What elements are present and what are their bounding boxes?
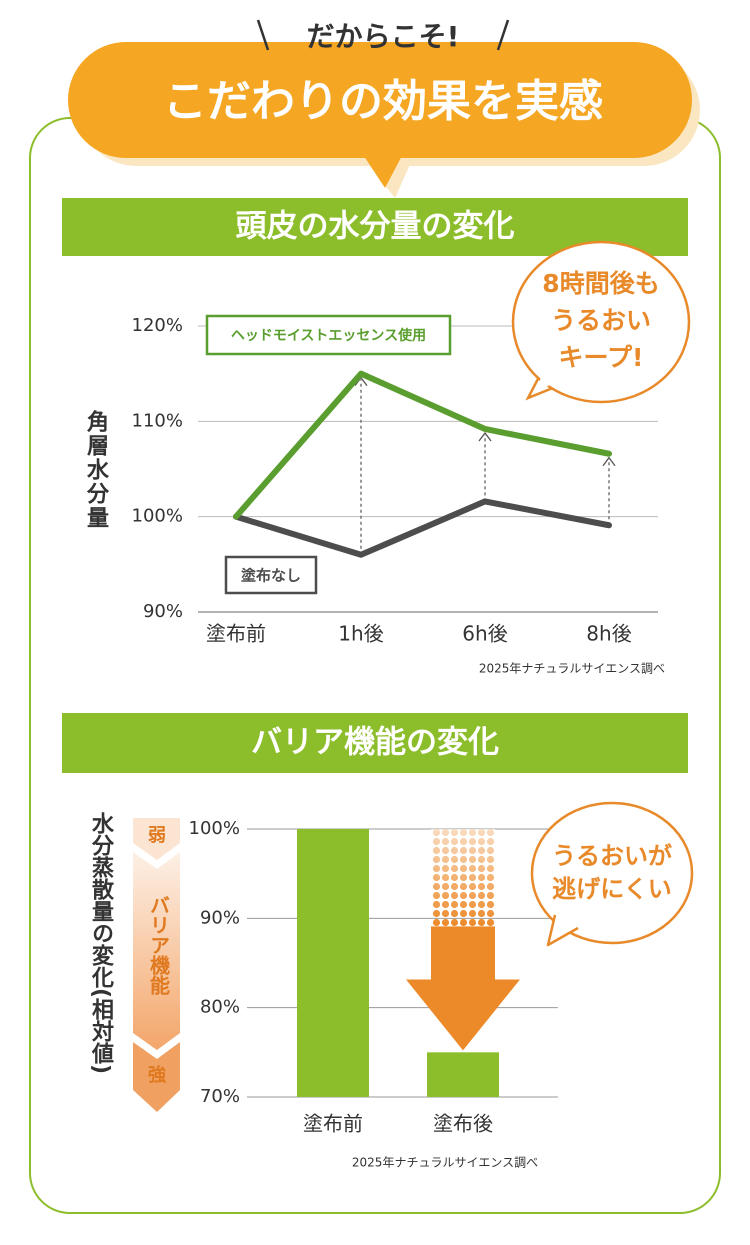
legend-box xyxy=(205,314,452,356)
dashed-arrow-head xyxy=(602,456,616,467)
dashed-arrow-head xyxy=(478,431,492,442)
chart-title: バリア機能の変化 xyxy=(251,725,499,761)
side-scale-label: 弱 xyxy=(148,825,166,846)
legend-label: 塗布なし xyxy=(241,567,301,585)
legend-label: ヘッドモイストエッセンス使用 xyxy=(231,327,426,344)
x-tick-label: 1h後 xyxy=(338,622,383,646)
headline: こだわりの効果を実感 xyxy=(163,76,603,127)
series-line xyxy=(233,498,612,558)
bar xyxy=(297,829,369,1097)
side-arrow xyxy=(133,852,180,1050)
y-axis-label: 角層水分量 xyxy=(83,409,110,530)
callout-tail-cover xyxy=(535,368,565,392)
series-line xyxy=(233,370,612,520)
kicker: だからこそ! xyxy=(307,20,460,53)
side-arrow xyxy=(133,1042,180,1112)
legend-box xyxy=(224,555,318,595)
drop-arrow xyxy=(431,926,495,981)
callout-tail-cover xyxy=(553,908,582,937)
dot-fade-overlay xyxy=(431,829,495,927)
x-tick-label: 塗布前 xyxy=(303,1112,363,1136)
y-tick-label: 100% xyxy=(189,818,240,839)
callout-text: うるおい xyxy=(551,306,651,335)
x-tick-label: 8h後 xyxy=(586,622,631,646)
callout-bubble xyxy=(511,240,691,404)
source: 2025年ナチュラルサイエンス調べ xyxy=(352,1156,538,1170)
y-axis-label: 水分蒸散量の変化(相対値) xyxy=(88,812,115,1074)
banner xyxy=(68,19,700,198)
y-tick-label: 110% xyxy=(132,410,183,431)
callout-text: うるおいが xyxy=(552,842,672,870)
chart-title: 頭皮の水分量の変化 xyxy=(236,209,515,245)
side-scale-label: バリア機能 xyxy=(147,895,171,995)
callout-text: 逃げにくい xyxy=(552,875,672,903)
y-tick-label: 90% xyxy=(200,907,240,928)
y-tick-label: 100% xyxy=(132,506,183,527)
source: 2025年ナチュラルサイエンス調べ xyxy=(479,662,665,676)
drop-arrow xyxy=(406,979,520,1051)
bar xyxy=(427,1052,499,1097)
callout-text: 8時間後も xyxy=(542,269,659,298)
section-bar xyxy=(62,713,688,773)
x-tick-label: 塗布後 xyxy=(433,1112,493,1136)
x-tick-label: 6h後 xyxy=(462,622,507,646)
callout-text: キープ! xyxy=(559,343,644,372)
y-tick-label: 90% xyxy=(143,601,183,622)
y-tick-label: 70% xyxy=(200,1086,240,1107)
x-tick-label: 塗布前 xyxy=(206,622,266,646)
side-scale-label: 強 xyxy=(148,1064,167,1086)
side-arrow xyxy=(133,818,180,860)
callout-bubble xyxy=(530,801,694,945)
y-tick-label: 80% xyxy=(200,997,240,1018)
y-tick-label: 120% xyxy=(132,315,183,336)
